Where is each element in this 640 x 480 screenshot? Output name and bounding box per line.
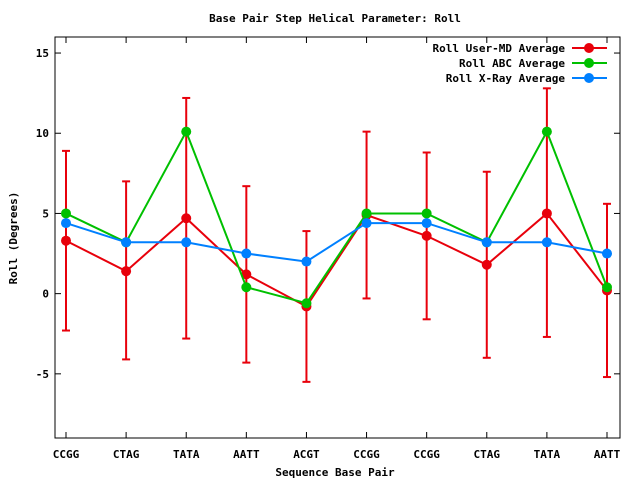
y-axis-ticks: -5 0 5 10 15 <box>36 47 620 381</box>
data-point <box>241 248 252 259</box>
series-roll-user-md-average <box>61 87 612 383</box>
data-point <box>541 126 552 137</box>
series-line <box>65 129 608 305</box>
legend-swatch-marker <box>584 58 594 68</box>
series-roll-abc-average <box>61 126 612 309</box>
data-point <box>421 218 432 229</box>
x-tick-label: TATA <box>534 448 561 461</box>
x-axis-ticks: CCGG CTAG TATA AATT ACGT CCGG CCGG CTAG TATA AATT <box>53 37 621 461</box>
y-tick-label: 5 <box>42 207 49 220</box>
legend-swatch-marker <box>584 43 594 53</box>
data-point <box>181 213 192 224</box>
data-point <box>241 269 252 280</box>
x-tick-label: CCGG <box>53 448 80 461</box>
data-point <box>301 256 312 267</box>
data-point <box>602 282 612 293</box>
legend-label: Roll User-MD Average <box>433 42 566 55</box>
data-point <box>481 237 492 248</box>
data-point <box>121 237 132 248</box>
data-point <box>301 298 312 309</box>
data-point <box>61 218 71 229</box>
series-line <box>65 222 608 263</box>
x-tick-label: CTAG <box>474 448 501 461</box>
data-point <box>481 259 492 270</box>
y-tick-label: 0 <box>42 288 49 301</box>
x-tick-label: AATT <box>594 448 621 461</box>
legend-swatch-marker <box>584 73 594 83</box>
x-tick-label: CTAG <box>113 448 140 461</box>
data-point <box>541 208 552 219</box>
data-point <box>421 230 432 241</box>
series-layer <box>61 87 612 383</box>
plot-frame <box>54 36 621 439</box>
data-point <box>181 126 192 137</box>
data-point <box>421 208 432 219</box>
series-line <box>65 212 608 308</box>
x-tick-label: AATT <box>233 448 260 461</box>
data-point <box>121 266 132 277</box>
y-tick-label: 10 <box>36 127 49 140</box>
y-tick-label: -5 <box>36 368 49 381</box>
data-point <box>361 208 372 219</box>
data-point <box>241 282 252 293</box>
series-roll-x-ray-average <box>61 218 612 267</box>
legend-label: Roll X-Ray Average <box>446 72 566 85</box>
legend-label: Roll ABC Average <box>459 57 565 70</box>
x-tick-label: ACGT <box>293 448 320 461</box>
data-point <box>181 237 192 248</box>
data-point <box>541 237 552 248</box>
x-axis-label: Sequence Base Pair <box>275 466 395 479</box>
x-tick-label: TATA <box>173 448 200 461</box>
y-axis-label: Roll (Degrees) <box>7 192 20 285</box>
data-point <box>61 208 71 219</box>
legend: Roll User-MD Average Roll ABC Average Roll… <box>433 42 607 85</box>
x-tick-label: CCGG <box>353 448 380 461</box>
x-tick-label: CCGG <box>413 448 440 461</box>
chart-title: Base Pair Step Helical Parameter: Roll <box>209 12 461 25</box>
data-point <box>602 248 612 259</box>
data-point <box>61 235 71 246</box>
y-tick-label: 15 <box>36 47 49 60</box>
data-point <box>361 218 372 229</box>
